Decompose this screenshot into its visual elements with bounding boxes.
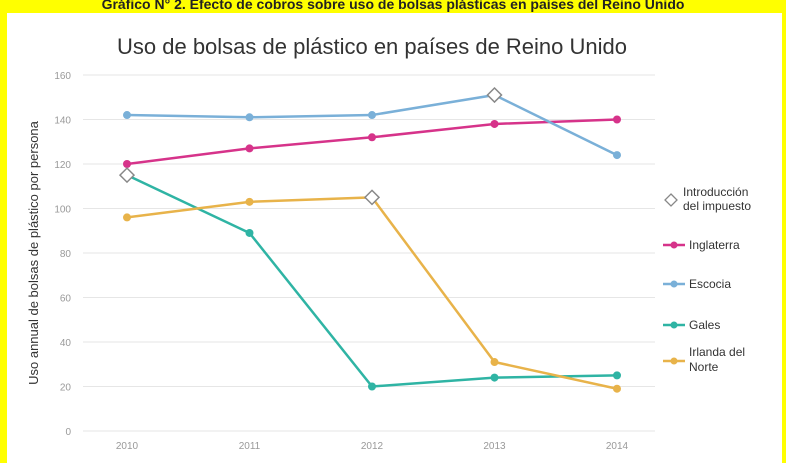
legend-label-tax-introduction: del impuesto — [683, 199, 751, 213]
data-point-gales — [490, 373, 499, 382]
series-line-irlanda-del-norte — [126, 196, 618, 390]
legend-diamond-icon — [664, 193, 678, 207]
x-tick-label: 2013 — [483, 441, 506, 452]
chart-panel: Uso de bolsas de plástico en países de R… — [7, 13, 782, 463]
legend-swatch-dot-inglaterra — [670, 241, 678, 249]
y-tick-label: 160 — [54, 71, 71, 82]
data-point-escocia — [613, 151, 621, 160]
y-tick-label: 140 — [54, 116, 71, 127]
y-tick-label: 100 — [54, 205, 71, 216]
y-tick-label: 80 — [60, 249, 72, 260]
legend-label-irlanda-del-norte: Irlanda del — [689, 345, 745, 359]
series-lines — [123, 91, 621, 393]
figure-caption: Gráfico N° 2. Efecto de cobros sobre uso… — [101, 0, 685, 12]
data-point-gales — [245, 228, 254, 237]
legend-swatch-dot-escocia — [670, 280, 678, 288]
x-tick-label: 2010 — [116, 441, 139, 452]
grid-lines — [83, 74, 655, 432]
legend-label-irlanda-del-norte: Norte — [689, 360, 719, 374]
data-point-inglaterra — [368, 133, 376, 142]
x-tick-label: 2011 — [239, 441, 261, 452]
chart-title: Uso de bolsas de plástico en países de R… — [117, 34, 627, 59]
y-tick-label: 60 — [60, 294, 72, 305]
y-tick-label: 120 — [54, 160, 71, 171]
data-point-gales — [368, 382, 376, 391]
data-point-irlanda-del-norte — [245, 197, 254, 206]
tax-introduction-marker — [486, 86, 503, 104]
series-line-inglaterra — [126, 118, 618, 166]
y-tick-label: 0 — [65, 427, 71, 438]
x-tick-label: 2014 — [606, 441, 629, 452]
tax-introduction-marker — [363, 189, 381, 206]
data-point-inglaterra — [613, 115, 621, 124]
data-point-inglaterra — [245, 144, 254, 153]
data-point-inglaterra — [123, 160, 131, 168]
legend-swatch-dot-irlanda-del-norte — [670, 357, 678, 365]
legend-label-escocia: Escocia — [689, 277, 731, 291]
legend-label-tax-introduction: Introducción — [683, 185, 748, 199]
axis-ticks: 0 20 40 60 80 100 120 140 160 2010 2011 2012 2013 201… — [54, 71, 628, 452]
legend-swatch-dot-gales — [670, 321, 678, 329]
tax-markers — [118, 86, 503, 206]
x-tick-label: 2012 — [361, 441, 384, 452]
data-point-irlanda-del-norte — [613, 384, 621, 393]
legend-label-inglaterra: Inglaterra — [689, 238, 740, 252]
y-axis-label: Uso annual de bolsas de plástico por per… — [26, 120, 41, 385]
line-chart: Uso de bolsas de plástico en países de R… — [26, 34, 751, 452]
y-tick-label: 20 — [60, 383, 72, 394]
data-point-irlanda-del-norte — [490, 358, 499, 367]
data-point-inglaterra — [490, 119, 499, 128]
y-tick-label: 40 — [60, 338, 72, 349]
data-point-escocia — [245, 113, 254, 122]
data-point-escocia — [123, 111, 131, 120]
tax-introduction-marker — [118, 167, 136, 184]
data-point-irlanda-del-norte — [123, 213, 131, 222]
data-point-gales — [613, 371, 621, 380]
legend-label-gales: Gales — [689, 318, 720, 332]
data-point-escocia — [368, 111, 376, 120]
series-line-escocia — [126, 93, 618, 157]
